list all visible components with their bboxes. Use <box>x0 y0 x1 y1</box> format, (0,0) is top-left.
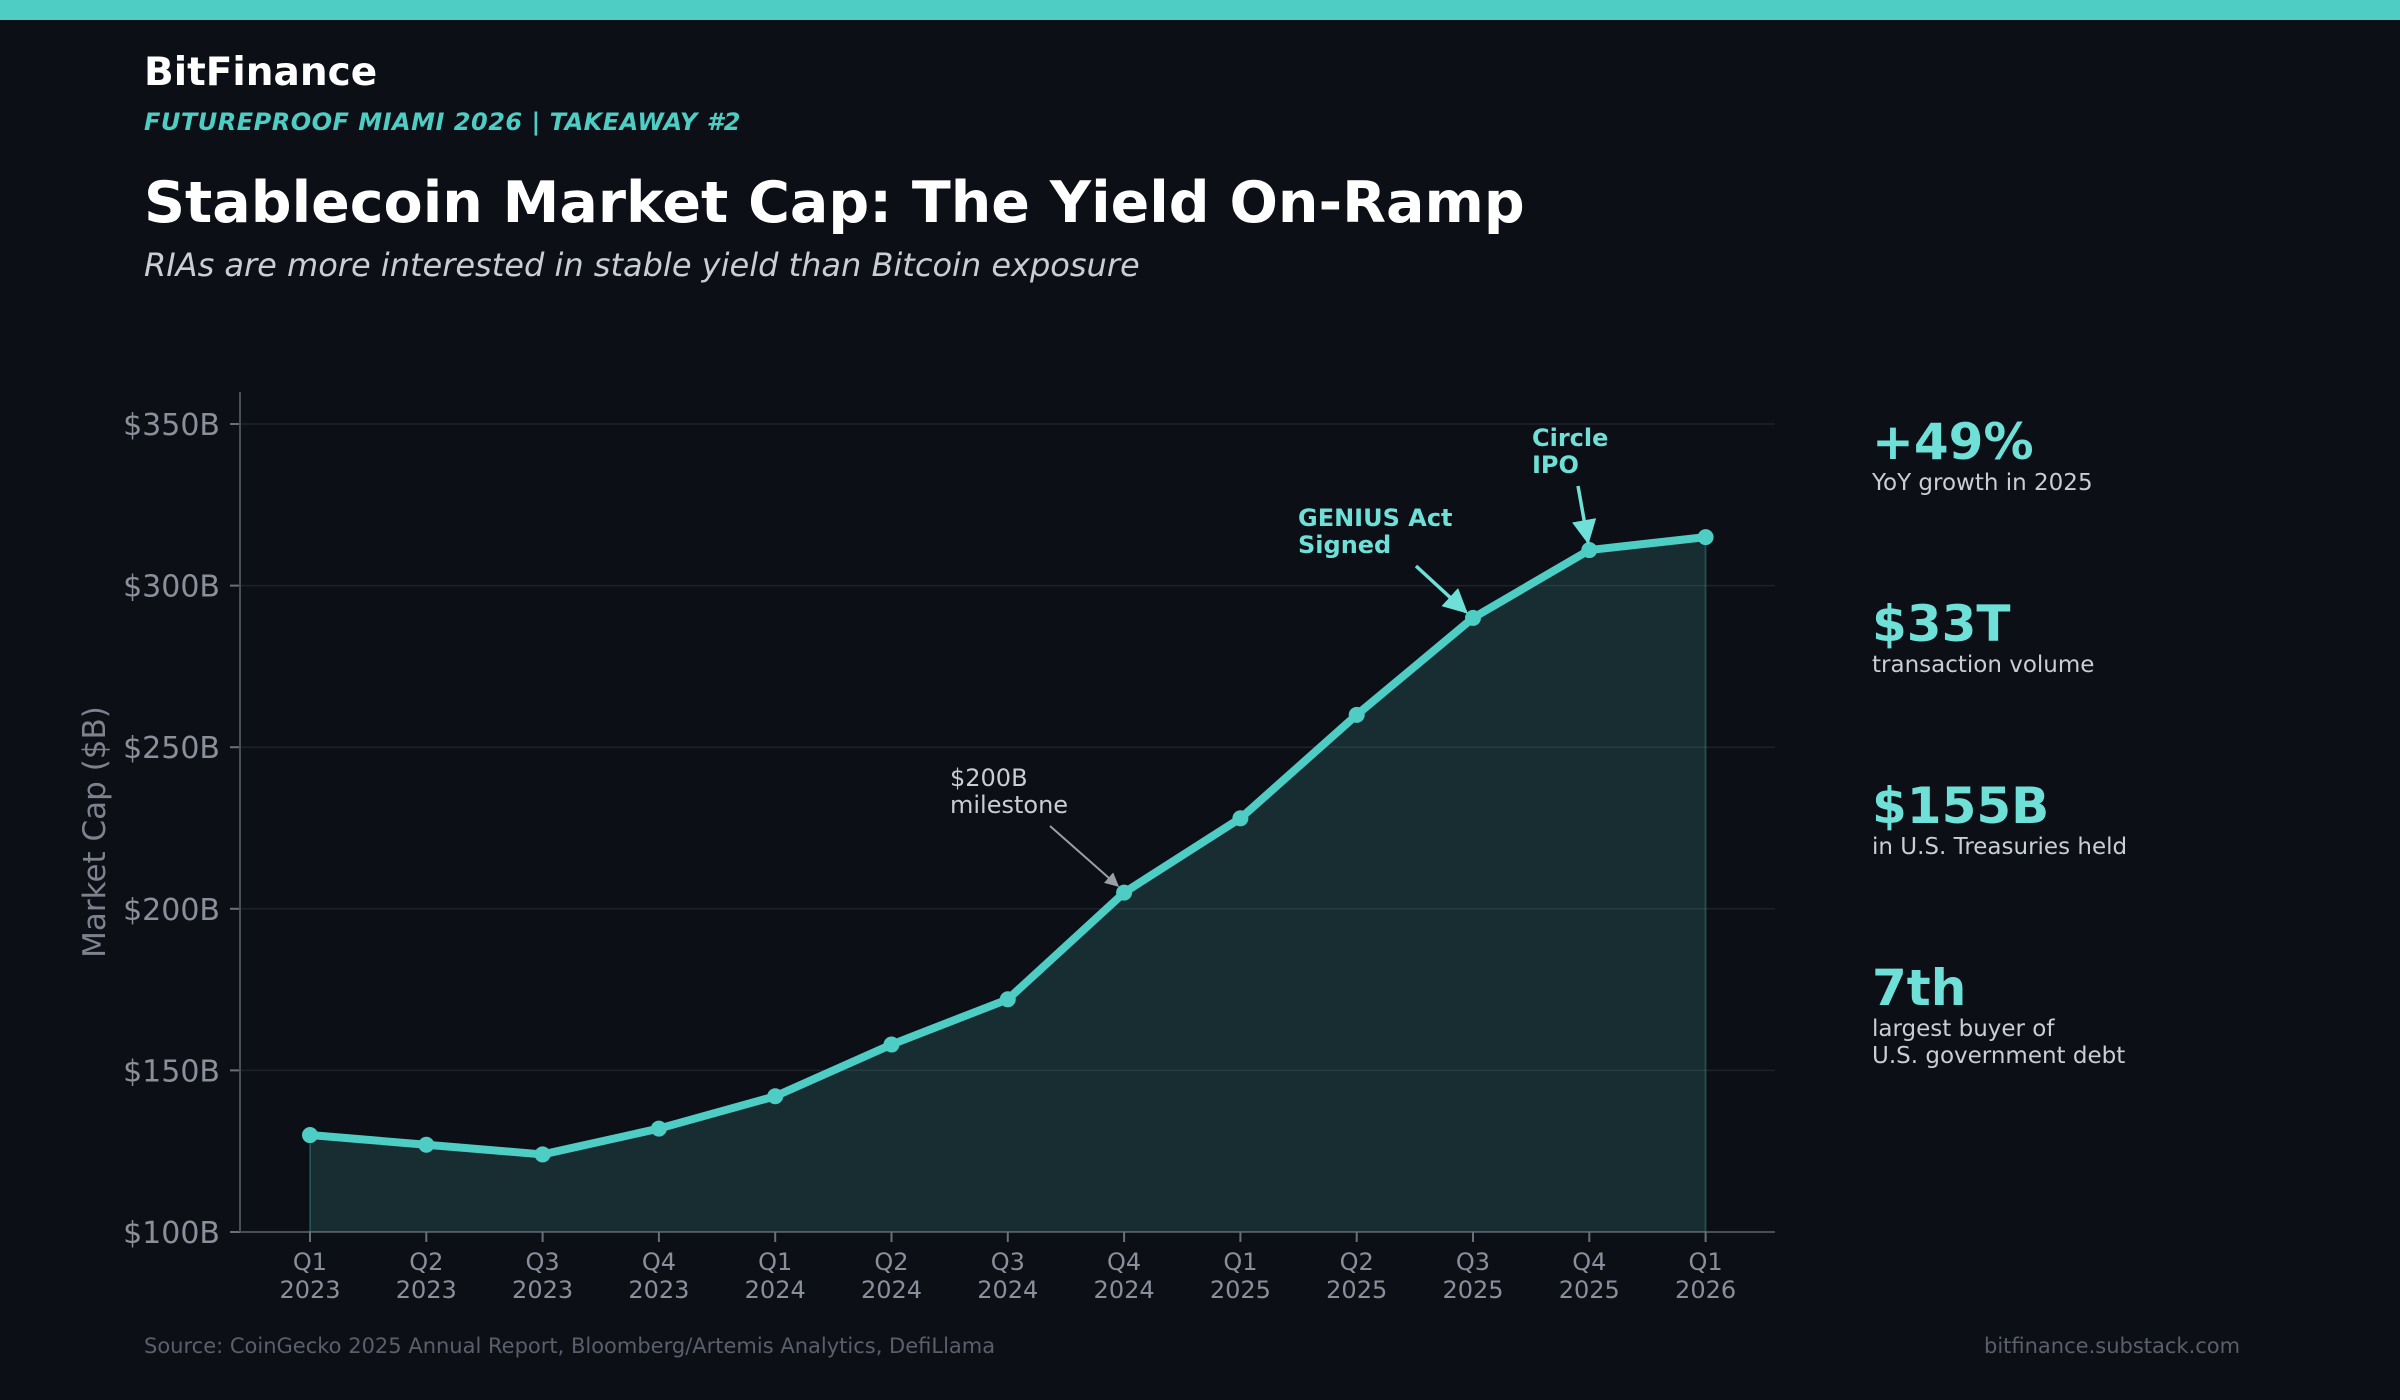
annotation-label: Signed <box>1298 531 1391 559</box>
x-tick-label: Q2 <box>874 1248 908 1276</box>
x-tick-label: 2023 <box>396 1276 457 1304</box>
x-tick-label: Q3 <box>991 1248 1025 1276</box>
x-tick-label: 2023 <box>628 1276 689 1304</box>
stat-label: transaction volume <box>1872 652 2095 678</box>
annotation-arrow <box>1414 564 1468 614</box>
annotation-label: milestone <box>950 791 1068 819</box>
y-tick-label: $200B <box>123 893 220 928</box>
x-tick-label: Q1 <box>293 1248 327 1276</box>
data-point <box>1465 609 1481 626</box>
stat-debt-buyer-rank: 7th largest buyer of U.S. government deb… <box>1872 960 2125 1070</box>
data-point <box>1581 542 1598 559</box>
data-point <box>302 1127 318 1144</box>
event-label: FUTUREPROOF MIAMI 2026 | TAKEAWAY #2 <box>144 108 741 136</box>
x-tick-label: 2026 <box>1675 1276 1736 1304</box>
data-point <box>418 1136 435 1153</box>
data-point <box>767 1088 784 1105</box>
data-point <box>883 1036 900 1053</box>
x-tick-label: Q2 <box>1340 1248 1374 1276</box>
x-tick-label: 2025 <box>1326 1276 1387 1304</box>
x-tick-label: Q3 <box>1456 1248 1490 1276</box>
x-tick-label: 2025 <box>1559 1276 1620 1304</box>
page-subtitle: RIAs are more interested in stable yield… <box>144 246 1140 284</box>
stat-label: largest buyer of U.S. government debt <box>1872 1016 2126 1069</box>
stat-value: $155B <box>1872 777 2050 835</box>
x-tick-label: Q1 <box>1689 1248 1723 1276</box>
y-tick-label: $100B <box>123 1216 220 1251</box>
stat-label: in U.S. Treasuries held <box>1872 834 2128 860</box>
x-tick-label: Q3 <box>526 1248 560 1276</box>
data-point <box>1232 810 1249 827</box>
annotation-label: GENIUS Act <box>1298 504 1453 532</box>
x-tick-label: Q1 <box>758 1248 792 1276</box>
data-point <box>534 1146 551 1163</box>
area-fill <box>310 537 1706 1232</box>
stat-yoy-growth: +49% YoY growth in 2025 <box>1872 414 2093 497</box>
x-tick-label: Q2 <box>409 1248 443 1276</box>
data-point <box>1348 706 1365 723</box>
x-tick-label: 2025 <box>1210 1276 1271 1304</box>
page-title: Stablecoin Market Cap: The Yield On-Ramp <box>144 170 1525 236</box>
x-tick-label: 2023 <box>279 1276 340 1304</box>
annotation-label: IPO <box>1532 451 1579 479</box>
y-tick-label: $350B <box>123 408 220 443</box>
stat-value: $33T <box>1872 595 2011 653</box>
x-tick-label: 2025 <box>1442 1276 1503 1304</box>
stat-label: YoY growth in 2025 <box>1872 470 2093 496</box>
site-url: bitfinance.substack.com <box>1984 1334 2241 1358</box>
y-tick-label: $300B <box>123 570 220 605</box>
data-point <box>1697 529 1714 546</box>
annotation-label: $200B <box>950 764 1028 792</box>
x-tick-label: Q4 <box>1572 1248 1606 1276</box>
x-tick-label: 2024 <box>745 1276 806 1304</box>
data-point <box>1116 884 1133 901</box>
x-tick-label: 2024 <box>861 1276 922 1304</box>
data-point <box>999 991 1016 1008</box>
y-axis-label: Market Cap ($B) <box>77 706 113 958</box>
x-tick-label: 2024 <box>977 1276 1038 1304</box>
source-note: Source: CoinGecko 2025 Annual Report, Bl… <box>144 1334 996 1358</box>
x-tick-label: Q4 <box>1107 1248 1141 1276</box>
y-tick-label: $250B <box>123 731 220 766</box>
brand-name: BitFinance <box>144 50 378 95</box>
y-tick-label: $150B <box>123 1054 220 1089</box>
stat-treasuries-held: $155B in U.S. Treasuries held <box>1872 778 2127 861</box>
x-tick-label: Q1 <box>1223 1248 1257 1276</box>
stat-value: 7th <box>1872 959 1967 1017</box>
x-tick-label: Q4 <box>642 1248 676 1276</box>
annotation-arrow <box>1049 825 1120 887</box>
stat-value: +49% <box>1872 413 2034 471</box>
stat-transaction-volume: $33T transaction volume <box>1872 596 2094 679</box>
data-point <box>650 1120 667 1137</box>
annotation-arrow <box>1572 485 1597 545</box>
annotation-label: Circle <box>1532 424 1608 452</box>
x-tick-label: 2024 <box>1094 1276 1155 1304</box>
top-accent-bar <box>0 0 2400 20</box>
x-tick-label: 2023 <box>512 1276 573 1304</box>
